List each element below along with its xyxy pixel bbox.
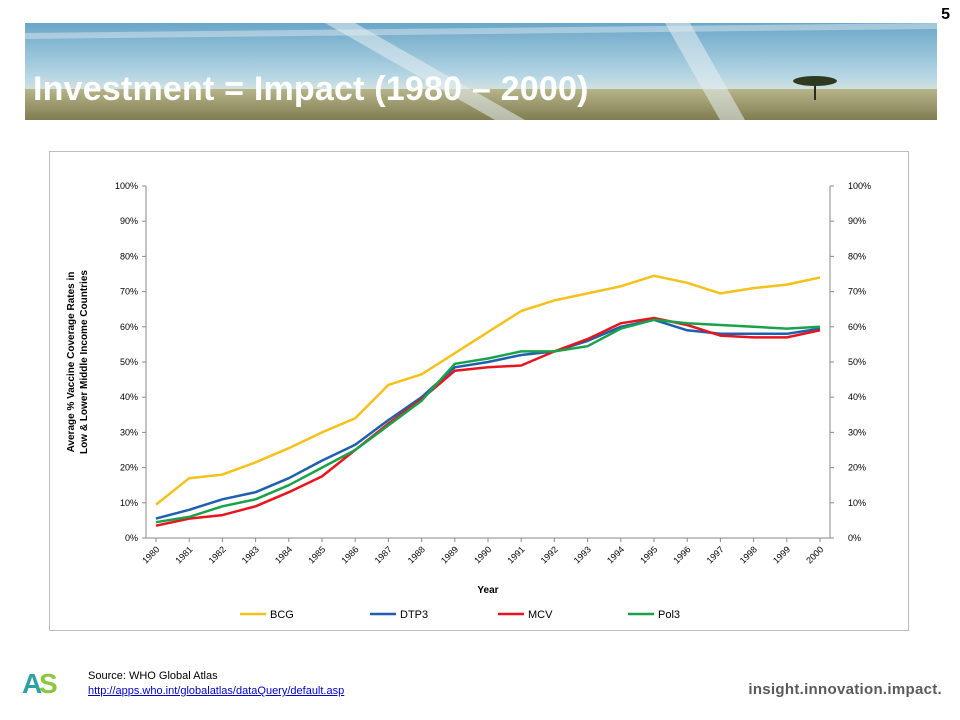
y-tick-label-right: 50% <box>848 357 866 367</box>
series-line-bcg <box>155 274 821 506</box>
as-logo-icon: A S <box>22 668 58 699</box>
y-tick-label-right: 10% <box>848 498 866 508</box>
banner-landscape-image <box>25 23 937 120</box>
y-tick-label-right: 20% <box>848 463 866 473</box>
y-tick-label-left: 20% <box>120 463 138 473</box>
x-tick-label: 1992 <box>539 544 560 565</box>
y-tick-label-right: 80% <box>848 251 866 261</box>
svg-text:A: A <box>22 668 42 698</box>
series-line-pol3 <box>155 318 821 524</box>
x-tick-label: 1985 <box>306 544 327 565</box>
y-tick-label-left: 50% <box>120 357 138 367</box>
y-tick-label-right: 90% <box>848 216 866 226</box>
legend-label-mcv: MCV <box>528 609 553 621</box>
y-tick-label-right: 30% <box>848 427 866 437</box>
x-tick-label: 1987 <box>373 544 394 565</box>
y-tick-label-left: 60% <box>120 322 138 332</box>
y-tick-label-left: 100% <box>115 181 138 191</box>
source-note: Source: WHO Global Atlas http://apps.who… <box>88 669 344 699</box>
x-tick-label: 1999 <box>771 544 792 565</box>
x-tick-label: 1998 <box>738 544 759 565</box>
tagline: insight.innovation.impact. <box>748 681 942 698</box>
vaccine-coverage-line-chart: 0% 10% 20% 30% 40% 50% 60% 70% 80% 90% 100% 0% 10% 2… <box>66 181 871 621</box>
x-tick-label: 1988 <box>406 544 427 565</box>
y-tick-label-left: 40% <box>120 392 138 402</box>
y-tick-label-left: 30% <box>120 427 138 437</box>
y-tick-label-left: 0% <box>125 533 138 543</box>
y-tick-label-left: 70% <box>120 287 138 297</box>
svg-text:S: S <box>39 668 58 698</box>
x-tick-label: 1980 <box>140 544 161 565</box>
x-tick-label: 1982 <box>207 544 228 565</box>
chart-legend: BCG DTP3 MCV Pol3 <box>240 609 680 621</box>
y-tick-label-left: 10% <box>120 498 138 508</box>
series-line-mcv <box>155 316 821 527</box>
legend-label-dtp3: DTP3 <box>400 609 428 621</box>
source-label: Source: WHO Global Atlas <box>88 670 218 682</box>
x-tick-label: 1984 <box>273 544 294 565</box>
page-number: 5 <box>941 6 950 23</box>
as-logo: A S <box>22 668 62 703</box>
x-tick-label: 1996 <box>671 544 692 565</box>
y-axis-title-line-2: Low & Lower Middle Income Countries <box>79 270 90 454</box>
slide-title: Investment = Impact (1980 – 2000) <box>33 70 589 108</box>
y-tick-label-right: 70% <box>848 287 866 297</box>
x-tick-label: 1990 <box>472 544 493 565</box>
x-tick-label: 1983 <box>240 544 261 565</box>
y-tick-label-left: 90% <box>120 216 138 226</box>
x-tick-label: 1991 <box>505 544 526 565</box>
x-tick-label: 1981 <box>173 544 194 565</box>
title-banner: Investment = Impact (1980 – 2000) <box>25 23 937 120</box>
source-link[interactable]: http://apps.who.int/globalatlas/dataQuer… <box>88 685 345 697</box>
x-tick-label: 1997 <box>705 544 726 565</box>
acacia-tree-icon <box>793 76 837 100</box>
x-tick-label: 1989 <box>439 544 460 565</box>
x-tick-label: 1995 <box>638 544 659 565</box>
legend-label-bcg: BCG <box>270 609 294 621</box>
chart-frame: 0% 10% 20% 30% 40% 50% 60% 70% 80% 90% 100% 0% 10% 2… <box>49 151 909 631</box>
y-tick-label-left: 80% <box>120 251 138 261</box>
x-tick-label: 2000 <box>804 544 825 565</box>
y-tick-label-right: 100% <box>848 181 871 191</box>
y-tick-label-right: 60% <box>848 322 866 332</box>
y-tick-label-right: 0% <box>848 533 861 543</box>
x-tick-label: 1994 <box>605 544 626 565</box>
x-tick-label: 1993 <box>572 544 593 565</box>
x-tick-label: 1986 <box>339 544 360 565</box>
legend-label-pol3: Pol3 <box>658 609 680 621</box>
x-axis-title: Year <box>477 585 498 596</box>
y-axis-title-line-1: Average % Vaccine Coverage Rates in <box>66 272 77 453</box>
y-tick-label-right: 40% <box>848 392 866 402</box>
series-line-dtp3 <box>155 318 821 520</box>
